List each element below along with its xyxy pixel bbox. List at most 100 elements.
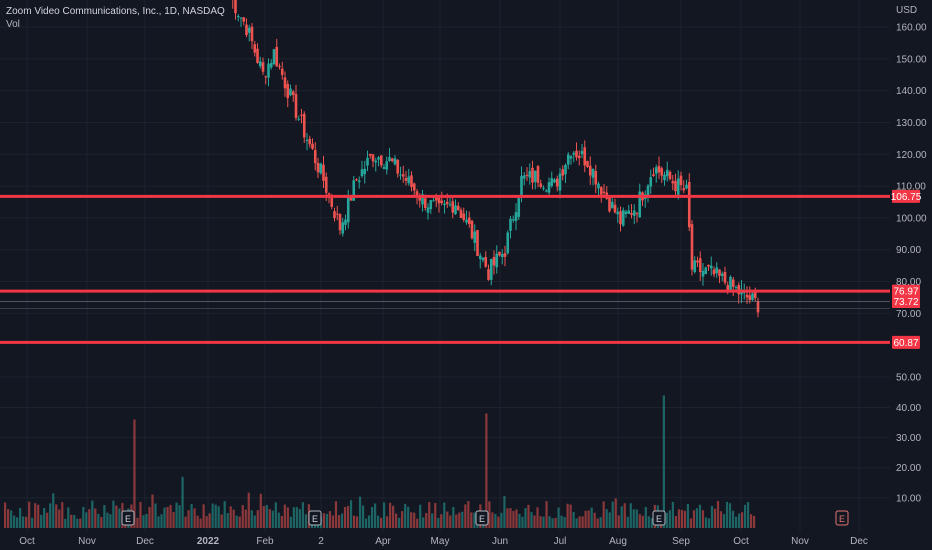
- volume-bar: [572, 511, 575, 528]
- volume-bar: [223, 501, 226, 528]
- y-tick-label: 120.00: [896, 150, 927, 161]
- volume-bar: [737, 513, 741, 528]
- earnings-marker[interactable]: E: [835, 510, 849, 526]
- volume-bar: [256, 510, 259, 528]
- volume-bar: [46, 512, 49, 528]
- candle-body: [245, 24, 248, 36]
- candle-body: [484, 257, 488, 267]
- volume-bar: [536, 507, 539, 528]
- earnings-marker[interactable]: E: [121, 510, 135, 526]
- volume-bar: [581, 516, 584, 528]
- volume-bar: [692, 510, 696, 528]
- candle-body: [690, 224, 694, 270]
- candle-body: [731, 279, 735, 287]
- candle-body: [382, 167, 386, 169]
- volume-label: Vol: [6, 19, 20, 30]
- volume-bar: [620, 506, 623, 528]
- volume-bar: [509, 508, 512, 528]
- candle-body: [610, 201, 614, 209]
- volume-bar: [136, 517, 139, 528]
- volume-bar: [346, 506, 350, 528]
- volume-bar: [220, 514, 223, 528]
- axis-layer: 160.00 150.00 140.00 130.00 120.00 110.00 100.…: [19, 5, 927, 547]
- candle-body: [234, 0, 237, 14]
- candle-body: [407, 176, 411, 184]
- volume-bar: [707, 518, 711, 528]
- candle-body: [745, 294, 749, 298]
- candle-body: [599, 187, 603, 195]
- volume-bar: [749, 514, 753, 528]
- volume-bar: [40, 514, 43, 528]
- earnings-marker[interactable]: E: [652, 510, 666, 526]
- volume-bar: [599, 517, 602, 528]
- candle-body: [734, 287, 738, 289]
- candle-body: [553, 179, 556, 183]
- candle-body: [737, 284, 741, 295]
- candle-body: [657, 165, 661, 173]
- candle-body: [715, 267, 719, 274]
- volume-bar: [214, 504, 217, 528]
- volume-bar: [716, 500, 720, 528]
- volume-bar: [554, 517, 557, 528]
- volume-bar: [139, 501, 142, 528]
- candle-body: [280, 68, 284, 75]
- earnings-marker[interactable]: E: [475, 510, 489, 526]
- volume-bar: [31, 517, 34, 528]
- candle-body: [399, 174, 402, 176]
- candle-body: [478, 255, 482, 259]
- chart-legend: Zoom Video Communications, Inc., 1D, NAS…: [6, 5, 225, 31]
- volume-bar: [395, 513, 398, 528]
- volume-bar: [19, 508, 22, 528]
- volume-bar: [650, 518, 653, 528]
- volume-bar: [455, 514, 458, 528]
- volume-bar: [37, 504, 40, 528]
- candle-body: [393, 158, 397, 165]
- grid-layer: [0, 0, 890, 532]
- candle-body: [701, 270, 705, 277]
- candle-body: [239, 17, 243, 19]
- candle-body: [547, 182, 551, 193]
- volume-bar: [752, 515, 756, 528]
- volume-bar: [4, 502, 7, 528]
- candle-body: [726, 285, 730, 292]
- volume-bar: [145, 514, 148, 528]
- candle-body: [635, 213, 639, 215]
- candle-body: [520, 175, 523, 195]
- candle-body: [429, 200, 433, 210]
- candle-body: [410, 175, 413, 188]
- candle-body: [319, 163, 323, 174]
- volume-bar: [605, 509, 608, 528]
- volume-bar: [662, 395, 665, 528]
- volume-bar: [61, 502, 64, 528]
- candle-body: [291, 91, 295, 95]
- candle-body: [624, 211, 628, 214]
- earnings-marker[interactable]: E: [308, 510, 322, 526]
- candle-body: [649, 177, 653, 187]
- volume-bar: [355, 516, 359, 528]
- volume-bar: [226, 513, 229, 528]
- level-label: 106.75: [891, 192, 922, 203]
- candle-body: [509, 218, 512, 231]
- x-tick-label: Oct: [733, 536, 749, 547]
- volume-bar: [614, 498, 617, 528]
- volume-bar: [665, 512, 668, 528]
- candle-body: [445, 201, 449, 205]
- volume-bar: [524, 508, 527, 528]
- candle-body: [377, 157, 380, 160]
- volume-bar: [265, 505, 268, 528]
- volume-bar: [178, 505, 181, 528]
- candle-body: [443, 203, 446, 205]
- candle-body: [539, 183, 543, 187]
- volume-bar: [491, 512, 494, 528]
- candle-body: [495, 253, 499, 268]
- volume-bar: [91, 500, 94, 528]
- volume-bar: [569, 504, 572, 528]
- candle-body: [712, 269, 716, 275]
- candle-body: [586, 160, 589, 168]
- y-tick-label: 130.00: [896, 118, 927, 129]
- volume-bar: [623, 503, 626, 528]
- volume-bar: [575, 518, 578, 528]
- candle-body: [352, 180, 356, 201]
- candle-body: [253, 44, 257, 53]
